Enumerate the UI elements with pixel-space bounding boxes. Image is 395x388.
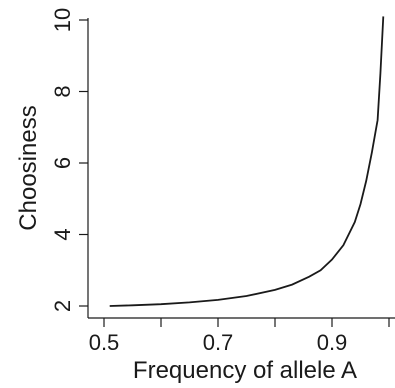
y-ticks: 2 4 6 8 10 bbox=[50, 8, 88, 312]
y-tick-label: 8 bbox=[50, 85, 75, 97]
x-axis-label: Frequency of allele A bbox=[133, 357, 357, 384]
y-tick-label: 6 bbox=[50, 157, 75, 169]
series-line bbox=[109, 16, 385, 307]
x-tick-label: 0.7 bbox=[203, 330, 234, 355]
y-tick-label: 2 bbox=[50, 300, 75, 312]
x-tick-label: 0.9 bbox=[317, 330, 348, 355]
y-tick-label: 4 bbox=[50, 228, 75, 240]
x-ticks: 0.5 0.7 0.9 bbox=[89, 318, 390, 355]
y-axis-label: Choosiness bbox=[15, 105, 42, 230]
axes bbox=[87, 18, 395, 319]
y-tick-label: 10 bbox=[50, 8, 75, 32]
x-tick-label: 0.5 bbox=[89, 330, 120, 355]
